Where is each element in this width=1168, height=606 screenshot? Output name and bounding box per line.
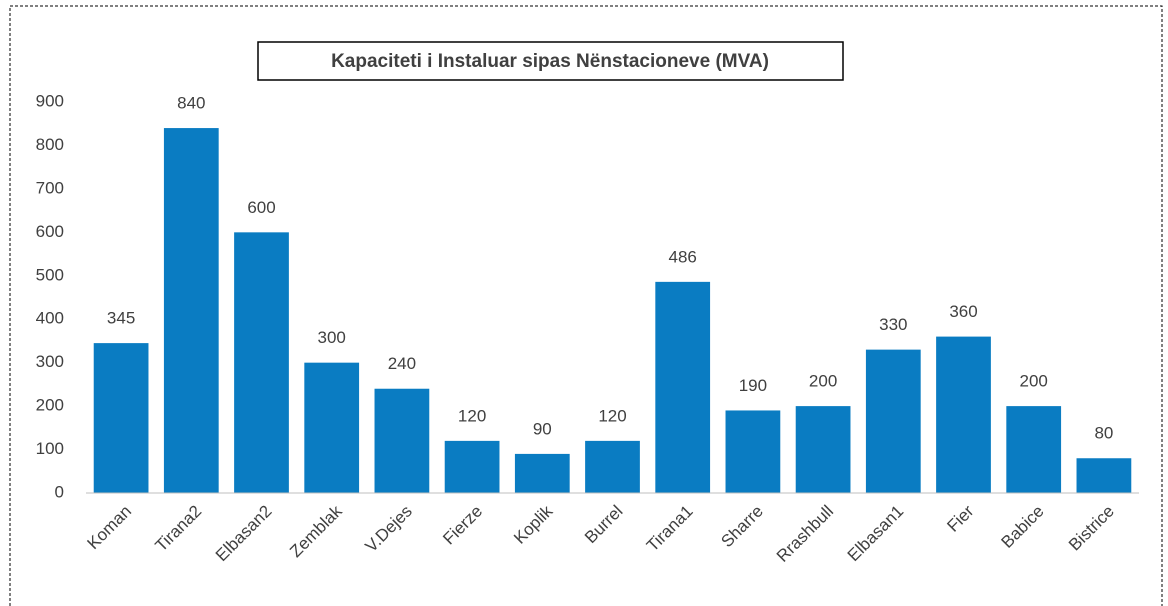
y-tick-label: 500: [36, 265, 64, 284]
data-label: 200: [1020, 372, 1048, 391]
x-tick-label: Tirana1: [643, 502, 697, 556]
y-tick-label: 700: [36, 178, 64, 197]
data-label: 330: [879, 315, 907, 334]
data-label: 360: [949, 302, 977, 321]
chart-title: Kapaciteti i Instaluar sipas Nënstacione…: [331, 51, 769, 72]
x-tick-label: V.Dejes: [361, 502, 415, 556]
data-label: 345: [107, 309, 135, 328]
bar: [444, 440, 500, 493]
data-label: 200: [809, 372, 837, 391]
y-tick-label: 200: [36, 396, 64, 415]
y-tick-label: 300: [36, 352, 64, 371]
data-label: 120: [458, 406, 486, 425]
x-tick-label: Elbasan2: [212, 502, 276, 566]
y-tick-label: 900: [36, 91, 64, 110]
bar: [1076, 458, 1132, 493]
bar: [1006, 406, 1062, 493]
data-label: 90: [533, 419, 552, 438]
x-tick-label: Burrel: [581, 502, 627, 548]
x-tick-label: Fierze: [439, 502, 486, 549]
x-tick-label: Sharre: [717, 502, 767, 552]
data-label: 486: [669, 247, 697, 266]
bar: [585, 440, 640, 493]
y-tick-label: 0: [55, 482, 64, 501]
x-tick-label: Fier: [943, 501, 977, 535]
data-label: 240: [388, 354, 416, 373]
bar: [93, 343, 149, 493]
x-tick-label: Tirana2: [152, 502, 206, 556]
y-tick-label: 800: [36, 135, 64, 154]
frame: [9, 5, 1163, 606]
x-tick-label: Bistrice: [1065, 502, 1118, 555]
data-label: 120: [598, 406, 626, 425]
data-label: 80: [1094, 424, 1113, 443]
data-label: 600: [247, 198, 275, 217]
bar: [234, 232, 289, 494]
bar: [514, 453, 570, 493]
bar: [374, 388, 430, 493]
y-tick-label: 400: [36, 309, 64, 328]
bar: [936, 336, 991, 493]
bar: [725, 410, 781, 493]
bar: [304, 362, 360, 493]
bar: [163, 128, 219, 494]
data-label: 300: [318, 328, 346, 347]
data-label: 840: [177, 94, 205, 113]
x-tick-label: Elbasan1: [844, 502, 908, 566]
x-tick-label: Zemblak: [286, 501, 346, 561]
x-tick-label: Rrashbull: [773, 502, 837, 566]
bar: [865, 349, 921, 493]
x-tick-label: Koman: [84, 502, 136, 554]
bar: [655, 281, 711, 493]
x-tick-label: Babice: [998, 502, 1048, 552]
y-tick-label: 100: [36, 439, 64, 458]
x-tick-label: Koplik: [510, 501, 557, 548]
data-label: 190: [739, 376, 767, 395]
y-tick-label: 600: [36, 222, 64, 241]
bar: [795, 406, 851, 493]
title-box: [257, 41, 844, 81]
